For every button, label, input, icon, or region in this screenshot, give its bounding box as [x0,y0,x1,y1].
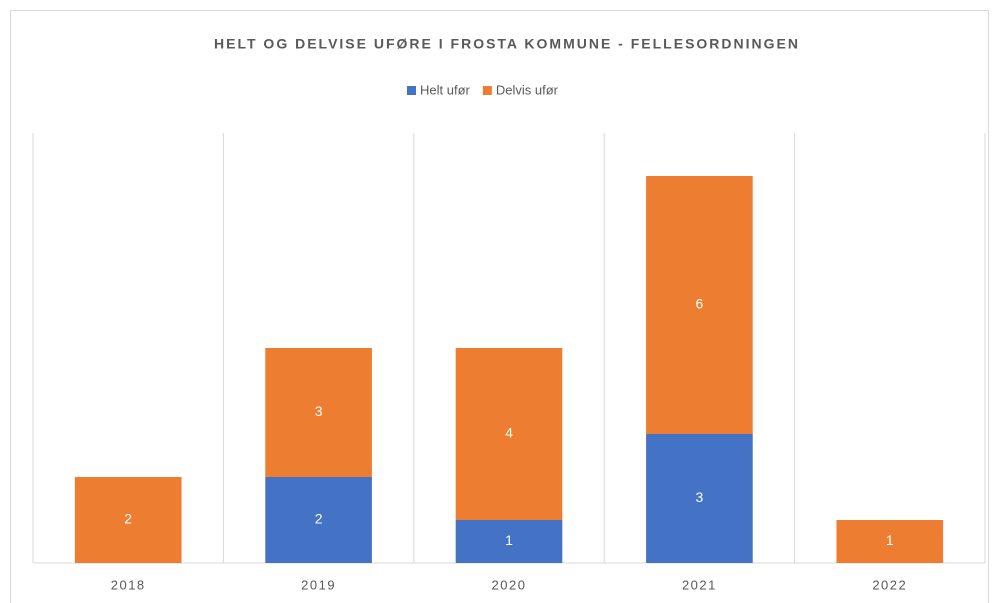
bar-segment [265,348,372,477]
bar-segment [836,520,944,563]
x-tick-label: 2022 [872,577,907,592]
bar-segment [646,434,753,563]
legend-swatch [482,86,492,95]
bar-segment [455,348,563,520]
x-tick-label: 2021 [682,577,717,592]
x-tick-label: 2019 [301,577,336,592]
legend-label: Helt ufør [420,82,471,97]
data-label: 4 [505,425,513,441]
bar-segment [265,477,372,563]
chart-border [10,10,989,603]
data-label: 1 [886,532,894,548]
data-label: 3 [315,403,323,419]
data-label: 1 [505,532,513,548]
bar-segment [74,477,182,563]
bar-segment [455,520,563,563]
data-label: 2 [315,511,323,527]
legend-label: Delvis ufør [496,82,559,97]
x-tick-label: 2020 [492,577,527,592]
chart-title: HELT OG DELVISE UFØRE I FROSTA KOMMUNE -… [214,36,800,52]
data-label: 6 [696,296,704,312]
data-label: 3 [696,489,704,505]
x-tick-label: 2018 [111,577,146,592]
bar-segment [646,176,753,434]
data-label: 2 [124,511,132,527]
legend-swatch [407,86,416,95]
